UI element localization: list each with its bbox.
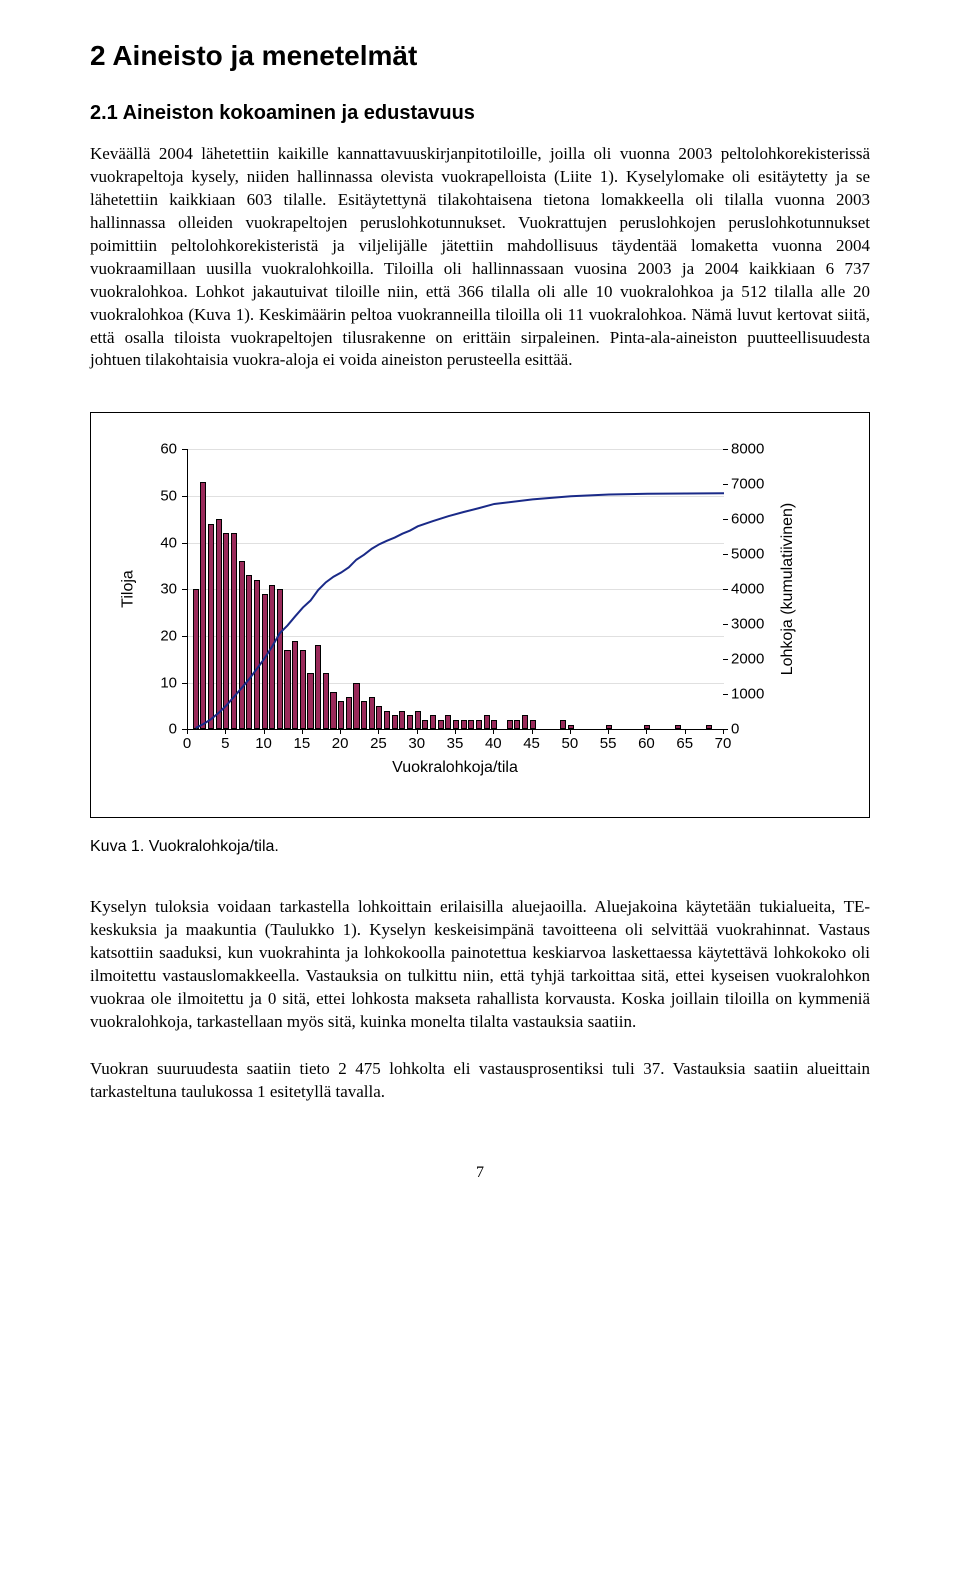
paragraph-2: Kyselyn tuloksia voidaan tarkastella loh… bbox=[90, 896, 870, 1034]
y-right-tick-label: 3000 bbox=[731, 616, 764, 633]
y-left-tick-label: 60 bbox=[117, 441, 177, 458]
x-tick-label: 20 bbox=[332, 735, 349, 752]
x-tick-label: 70 bbox=[715, 735, 732, 752]
y-right-tick-label: 4000 bbox=[731, 581, 764, 598]
section-heading: 2 Aineisto ja menetelmät bbox=[90, 40, 870, 72]
y-right-tick-label: 8000 bbox=[731, 441, 764, 458]
y-right-tick-label: 0 bbox=[731, 721, 739, 738]
paragraph-1: Keväällä 2004 lähetettiin kaikille kanna… bbox=[90, 143, 870, 372]
paragraph-3: Vuokran suuruudesta saatiin tieto 2 475 … bbox=[90, 1058, 870, 1104]
x-tick-label: 15 bbox=[294, 735, 311, 752]
y-left-tick-label: 10 bbox=[117, 674, 177, 691]
x-tick-label: 35 bbox=[447, 735, 464, 752]
y-left-tick-label: 20 bbox=[117, 628, 177, 645]
subsection-heading: 2.1 Aineiston kokoaminen ja edustavuus bbox=[90, 102, 870, 125]
y-left-tick-label: 0 bbox=[117, 721, 177, 738]
x-tick-label: 55 bbox=[600, 735, 617, 752]
x-tick-label: 10 bbox=[255, 735, 272, 752]
x-tick-label: 50 bbox=[562, 735, 579, 752]
y-right-tick-label: 1000 bbox=[731, 686, 764, 703]
x-tick-label: 40 bbox=[485, 735, 502, 752]
y-right-tick-label: 6000 bbox=[731, 511, 764, 528]
y-left-tick-label: 40 bbox=[117, 534, 177, 551]
x-tick-label: 25 bbox=[370, 735, 387, 752]
x-tick-label: 5 bbox=[221, 735, 229, 752]
figure-1-chart: 0102030405060010002000300040005000600070… bbox=[90, 412, 870, 818]
x-tick-label: 65 bbox=[676, 735, 693, 752]
x-tick-label: 0 bbox=[183, 735, 191, 752]
x-tick-label: 30 bbox=[408, 735, 425, 752]
y-right-tick-label: 2000 bbox=[731, 651, 764, 668]
y-left-tick-label: 50 bbox=[117, 488, 177, 505]
plot-area bbox=[187, 449, 724, 730]
y-right-tick-label: 5000 bbox=[731, 546, 764, 563]
cumulative-line bbox=[188, 449, 724, 729]
x-tick-label: 60 bbox=[638, 735, 655, 752]
y-left-axis-title: Tiloja bbox=[119, 571, 137, 609]
y-right-axis-title: Lohkoja (kumulatiivinen) bbox=[779, 449, 797, 729]
y-right-tick-label: 7000 bbox=[731, 476, 764, 493]
page-number: 7 bbox=[90, 1164, 870, 1182]
figure-1-caption: Kuva 1. Vuokralohkoja/tila. bbox=[90, 838, 870, 856]
x-axis-title: Vuokralohkoja/tila bbox=[187, 759, 723, 777]
x-tick-label: 45 bbox=[523, 735, 540, 752]
